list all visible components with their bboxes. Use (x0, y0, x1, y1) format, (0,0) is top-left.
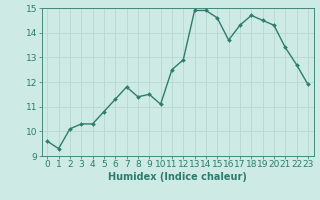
X-axis label: Humidex (Indice chaleur): Humidex (Indice chaleur) (108, 172, 247, 182)
